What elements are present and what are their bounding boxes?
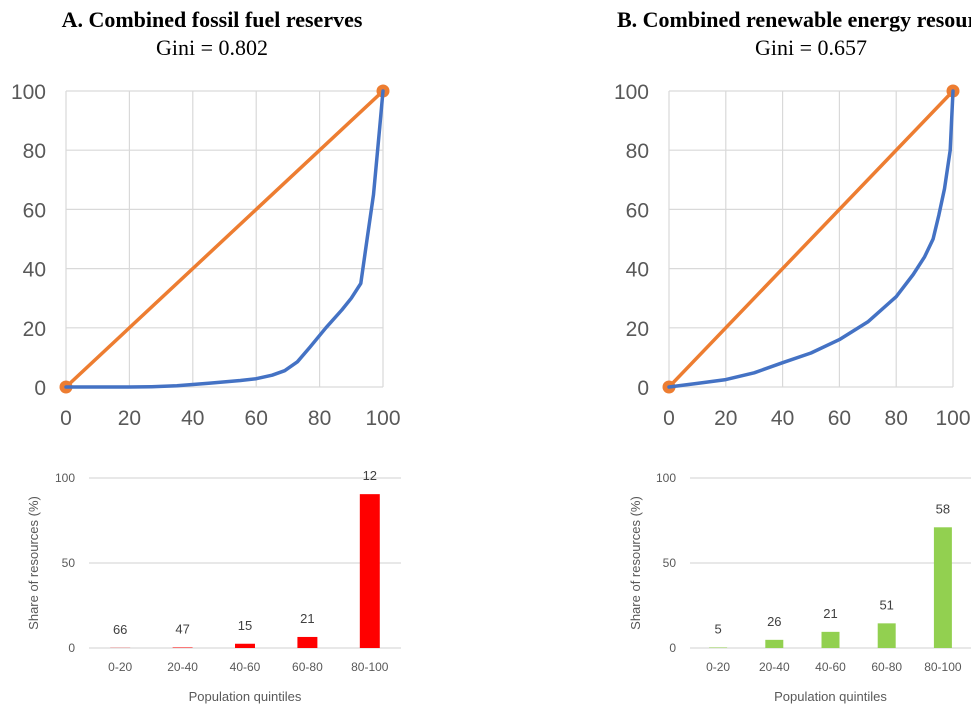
x-tick-label: 20-40 — [167, 660, 198, 674]
equality-line — [64, 89, 385, 389]
bar-data-label: 12 — [363, 468, 377, 483]
x-tick-label: 20 — [714, 407, 737, 430]
x-tick-label: 40 — [771, 407, 794, 430]
x-tick-label: 60-80 — [871, 660, 902, 674]
lorenz-curve — [667, 89, 955, 389]
panel-b-title: B. Combined renewable energy resources — [617, 7, 971, 32]
x-tick-label: 0 — [663, 407, 675, 430]
y-tick-label: 0 — [68, 641, 75, 655]
y-tick-label: 80 — [23, 140, 46, 163]
x-tick-label: 60 — [828, 407, 851, 430]
bar-data-label: 66 — [113, 622, 127, 637]
bar — [235, 643, 255, 648]
y-tick-label: 100 — [11, 81, 46, 104]
y-tick-label: 40 — [23, 259, 46, 282]
x-tick-label: 100 — [365, 407, 400, 430]
y-tick-label: 0 — [34, 377, 46, 400]
x-tick-label: 0 — [60, 407, 72, 430]
y-tick-label: 20 — [23, 318, 46, 341]
x-tick-label: 80-100 — [351, 660, 389, 674]
bar-data-label: 51 — [879, 597, 893, 612]
x-tick-label: 80 — [308, 407, 331, 430]
bar — [359, 494, 380, 648]
y-tick-label: 100 — [55, 471, 75, 485]
x-axis-title: Population quintiles — [774, 689, 887, 704]
y-tick-label: 0 — [669, 641, 676, 655]
bar — [877, 623, 896, 648]
y-tick-label: 80 — [626, 140, 649, 163]
bar — [765, 639, 784, 648]
x-tick-label: 40-60 — [815, 660, 846, 674]
lorenz-curve — [64, 89, 385, 389]
bar-data-label: 26 — [767, 614, 781, 629]
x-axis-title: Population quintiles — [189, 689, 302, 704]
bar — [933, 527, 952, 648]
equality-line — [667, 89, 955, 389]
lorenz-chart-a: 0 20 40 60 80 100 0 20 40 60 80 100 — [11, 81, 401, 430]
bar — [172, 647, 193, 648]
bar-data-label: 47 — [175, 621, 189, 636]
x-tick-label: 80 — [885, 407, 908, 430]
bar-chart-b: 0 50 100 5 0-20 26 20-40 21 40-60 51 60-80 58 80-100… — [628, 471, 971, 704]
y-tick-label: 40 — [626, 259, 649, 282]
y-tick-label: 50 — [62, 556, 76, 570]
y-tick-label: 100 — [614, 81, 649, 104]
x-tick-label: 60 — [245, 407, 268, 430]
panel-a-title: A. Combined fossil fuel reserves — [62, 7, 363, 32]
x-tick-label: 60-80 — [292, 660, 323, 674]
bar-data-label: 5 — [714, 621, 721, 636]
bar-data-label: 15 — [238, 618, 252, 633]
y-tick-label: 60 — [23, 199, 46, 222]
y-axis-title: Share of resources (%) — [26, 496, 41, 630]
bar — [297, 636, 318, 648]
y-tick-label: 100 — [656, 471, 676, 485]
bar — [709, 647, 728, 648]
bar-data-label: 21 — [300, 611, 314, 626]
y-tick-label: 20 — [626, 318, 649, 341]
panel-b-subtitle: Gini = 0.657 — [755, 35, 867, 60]
bar-data-label: 21 — [823, 606, 837, 621]
bar-chart-a: 0 50 100 66 0-20 47 20-40 15 40-60 21 60-80 12 80-10… — [26, 468, 401, 704]
x-tick-label: 0-20 — [108, 660, 132, 674]
bar-data-label: 58 — [936, 501, 950, 516]
x-tick-label: 80-100 — [924, 660, 962, 674]
x-tick-label: 40-60 — [230, 660, 261, 674]
x-tick-label: 100 — [935, 407, 970, 430]
bar — [821, 631, 840, 648]
y-tick-label: 60 — [626, 199, 649, 222]
x-tick-label: 20 — [118, 407, 141, 430]
x-tick-label: 40 — [181, 407, 204, 430]
y-tick-label: 50 — [663, 556, 677, 570]
x-tick-label: 20-40 — [759, 660, 790, 674]
x-tick-label: 0-20 — [706, 660, 730, 674]
y-tick-label: 0 — [637, 377, 649, 400]
y-axis-title: Share of resources (%) — [628, 496, 643, 630]
panel-a-subtitle: Gini = 0.802 — [156, 35, 268, 60]
lorenz-chart-b: 0 20 40 60 80 100 0 20 40 60 80 100 — [614, 81, 971, 430]
